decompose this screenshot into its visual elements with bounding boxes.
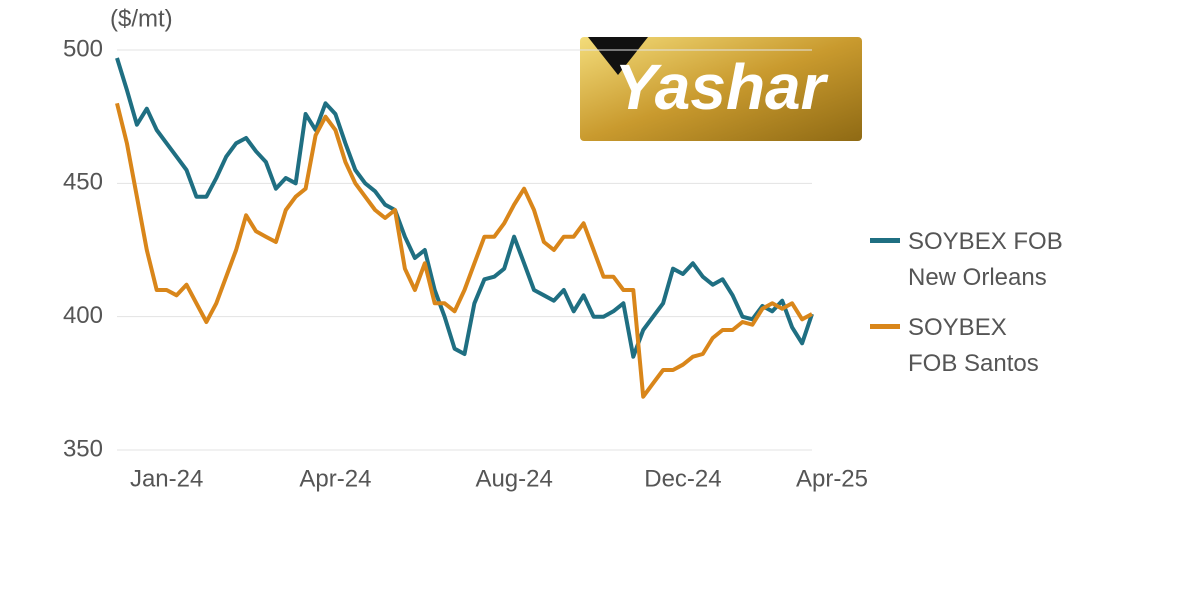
x-tick-label: Apr-24 — [299, 465, 371, 492]
x-tick-label: Dec-24 — [644, 465, 721, 492]
y-tick-label: 350 — [63, 435, 103, 462]
logo-background — [580, 37, 862, 141]
x-tick-label: Aug-24 — [475, 465, 552, 492]
series-line — [115, 57, 814, 359]
y-tick-label: 400 — [63, 302, 103, 329]
logo-triangle — [588, 37, 648, 75]
y-tick-label: 500 — [63, 35, 103, 62]
logo: Yashar — [580, 37, 862, 141]
y-axis-label: ($/mt) — [110, 5, 173, 32]
logo-text: Yashar — [614, 51, 828, 123]
legend-label: SOYBEX FOB New Orleans — [908, 228, 1063, 291]
legend-label: SOYBEX FOB Santos — [908, 314, 1039, 377]
series-line — [115, 102, 813, 399]
x-tick-label: Jan-24 — [130, 465, 203, 492]
x-tick-label: Apr-25 — [796, 465, 868, 492]
legend-swatch — [870, 238, 900, 243]
y-tick-label: 450 — [63, 169, 103, 196]
legend-swatch — [870, 324, 900, 329]
